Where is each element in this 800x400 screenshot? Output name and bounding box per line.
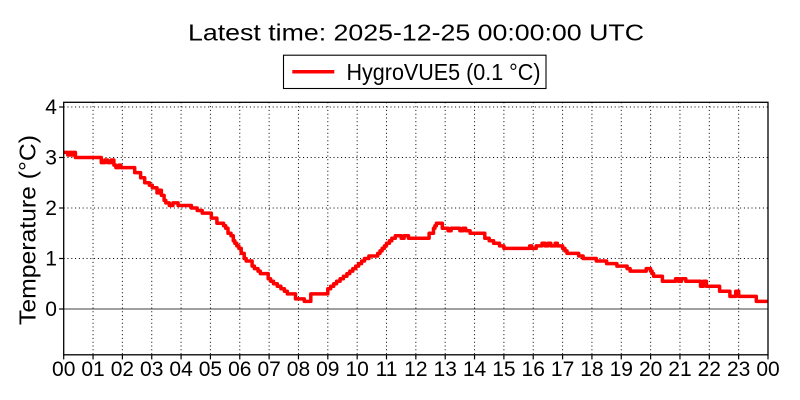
svg-text:15: 15 (492, 358, 515, 381)
svg-text:10: 10 (345, 358, 368, 381)
svg-text:HygroVUE5 (0.1 °C): HygroVUE5 (0.1 °C) (347, 59, 541, 85)
svg-text:09: 09 (316, 358, 339, 381)
svg-text:02: 02 (111, 358, 134, 381)
svg-text:21: 21 (668, 358, 691, 381)
svg-text:14: 14 (463, 358, 487, 381)
svg-text:07: 07 (257, 358, 280, 381)
svg-text:1: 1 (45, 247, 57, 270)
svg-text:12: 12 (404, 358, 427, 381)
svg-text:17: 17 (551, 358, 574, 381)
svg-text:23: 23 (727, 358, 750, 381)
svg-text:19: 19 (610, 358, 633, 381)
svg-text:Temperature (°C): Temperature (°C) (15, 135, 41, 325)
svg-text:03: 03 (140, 358, 163, 381)
svg-text:01: 01 (81, 358, 104, 381)
svg-text:08: 08 (287, 358, 310, 381)
svg-text:16: 16 (522, 358, 545, 381)
svg-text:Latest time: 2025-12-25 00:00:: Latest time: 2025-12-25 00:00:00 UTC (188, 20, 644, 46)
svg-text:06: 06 (228, 358, 251, 381)
svg-text:00: 00 (756, 358, 779, 381)
svg-text:11: 11 (376, 358, 398, 381)
svg-text:20: 20 (639, 358, 662, 381)
svg-text:13: 13 (434, 358, 457, 381)
svg-text:22: 22 (698, 358, 721, 381)
svg-text:05: 05 (199, 358, 222, 381)
svg-text:0: 0 (45, 298, 57, 321)
svg-text:3: 3 (45, 146, 57, 169)
svg-text:4: 4 (45, 96, 57, 119)
svg-text:04: 04 (169, 358, 193, 381)
svg-text:2: 2 (45, 197, 57, 220)
svg-text:00: 00 (52, 358, 75, 381)
svg-text:18: 18 (580, 358, 603, 381)
